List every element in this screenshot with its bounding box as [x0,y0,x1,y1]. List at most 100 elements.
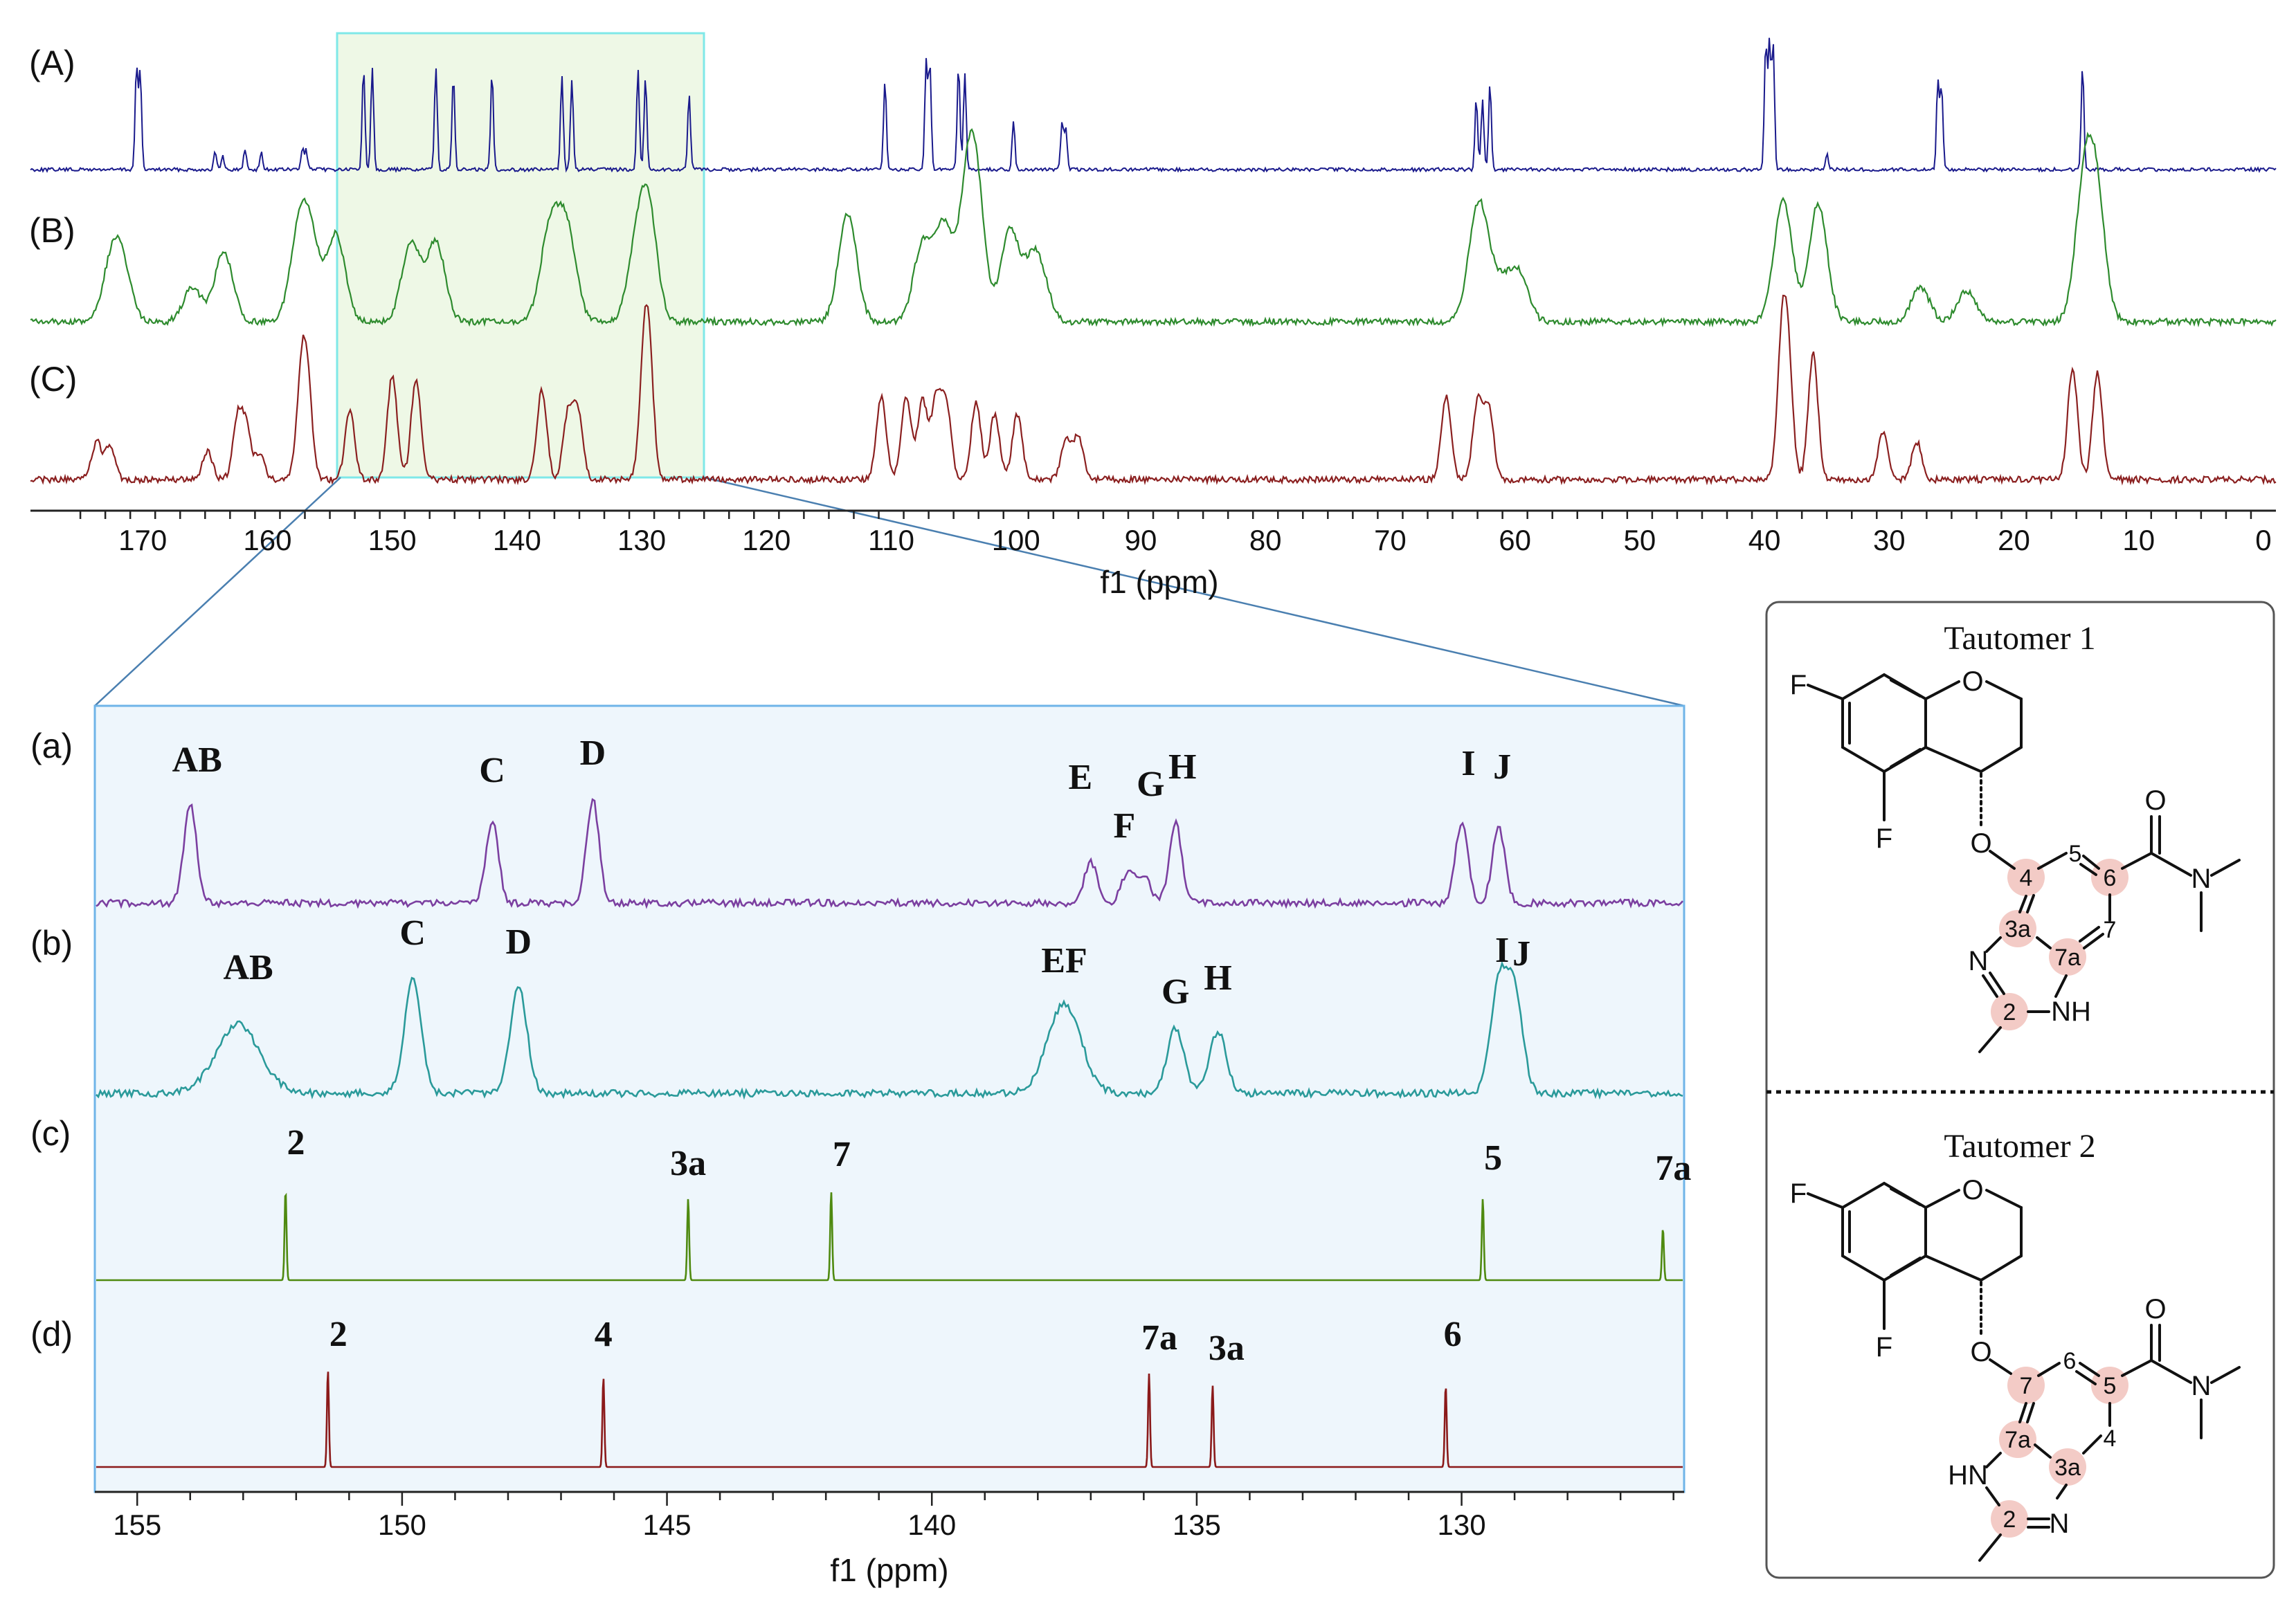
highlight-c7a [2049,938,2086,976]
top-tick-label: 40 [1748,524,1781,556]
tautomer-2-title: Tautomer 2 [1944,1128,2095,1165]
zoom-x-axis: 155 150 145 140 135 130 [95,1491,1684,1541]
peak-label: 2 [329,1315,347,1354]
highlight-c5 [2091,1367,2128,1404]
top-tick-label: 150 [368,524,417,556]
locant-3a: 3a [2054,1455,2081,1481]
locant-7: 7 [2104,917,2117,943]
top-tick-label: 60 [1499,524,1531,556]
top-tick-label: 160 [243,524,291,556]
zoom-panel [93,704,1685,1493]
series-label-d: (d) [30,1315,73,1354]
locant-2: 2 [2003,1506,2016,1533]
top-series-labels: (A) (B) (C) [29,44,77,399]
top-tick-label: 140 [493,524,541,556]
atom-F-top: F [1790,1178,1807,1209]
highlight-c4 [2007,859,2045,896]
series-line-a [96,798,1683,909]
locant-7: 7 [2020,1373,2033,1399]
peak-label: C [479,751,505,790]
atom-O-carbonyl: O [2144,785,2166,816]
peak-label: 7a [1141,1318,1177,1358]
series-label-B: (B) [29,211,75,250]
highlight-c7a [1999,1421,2036,1458]
atom-F-bottom: F [1876,1332,1892,1363]
peak-label: D [580,733,606,773]
series-label-C: (C) [29,360,77,399]
zoom-spectra [96,798,1683,1468]
zoom-series-labels: (a) (b) (c) (d) [30,727,73,1354]
series-label-A: (A) [29,44,75,82]
tautomer-2-structure: Tautomer 2 [1790,1128,2241,1562]
series-line-b [96,960,1683,1100]
locant-4: 4 [2020,865,2033,891]
peak-label: 6 [1444,1315,1462,1354]
zoom-connector-right [703,476,1685,707]
locant-4: 4 [2104,1425,2117,1452]
top-tick-label: 130 [617,524,666,556]
series-line-A [30,37,2277,173]
peak-label: EF [1041,941,1087,981]
peak-label: AB [172,740,222,780]
atom-N-ring: N [2050,1509,2070,1539]
locant-5: 5 [2069,841,2082,867]
top-tick-label: 10 [2122,524,2155,556]
highlight-c7 [2007,1367,2045,1404]
top-tick-label: 30 [1873,524,1906,556]
locant-3a: 3a [2005,916,2031,942]
atom-F-top: F [1790,670,1807,700]
peak-label: AB [224,948,273,987]
highlight-c2 [1991,993,2028,1030]
locant-6: 6 [2104,865,2117,891]
peak-label: E [1068,758,1092,797]
atom-F-bottom: F [1876,823,1892,854]
zoom-tick-label: 135 [1173,1509,1221,1541]
tautomer-1-structure: Tautomer 1 [1790,620,2241,1053]
peak-label: H [1204,958,1231,998]
locant-7a: 7a [2054,945,2081,971]
top-tick-label: 90 [1125,524,1157,556]
top-tick-label: 70 [1374,524,1407,556]
peak-label: 3a [1209,1329,1245,1368]
zoom-region-box [336,32,705,479]
tautomer-1-title: Tautomer 1 [1944,620,2095,657]
top-tick-label: 120 [742,524,790,556]
peak-label: F [1114,806,1136,846]
peak-label: J [1512,934,1530,974]
atom-N-amide: N [2191,864,2212,894]
locant-5: 5 [2104,1373,2117,1399]
series-line-B [30,128,2277,328]
zoom-tick-label: 150 [378,1509,426,1541]
atom-O-ring: O [1962,1175,1983,1205]
series-label-c: (c) [30,1114,71,1153]
zoom-x-axis-label: f1 (ppm) [830,1552,948,1588]
peak-label: 2 [287,1123,305,1163]
peak-label: I [1495,931,1509,970]
peak-label: 5 [1484,1138,1502,1178]
top-x-axis-label: f1 (ppm) [1100,564,1218,600]
locant-7a: 7a [2005,1427,2031,1453]
series-line-d [96,1371,1683,1468]
zoom-tick-label: 130 [1438,1509,1486,1541]
zoom-connector-left [94,477,341,707]
top-tick-label: 100 [992,524,1040,556]
top-tick-label: 80 [1249,524,1282,556]
highlight-c3a [2049,1448,2086,1486]
peak-label: 4 [595,1315,613,1354]
locant-6: 6 [2063,1348,2077,1374]
atom-O-ether: O [1970,1337,1991,1367]
series-line-c [96,1192,1683,1282]
series-label-b: (b) [30,924,73,963]
top-tick-label: 110 [868,524,914,556]
atom-O-carbonyl: O [2144,1294,2166,1324]
tautomer-panel [1765,601,2275,1579]
peak-label: I [1461,744,1475,783]
atom-O-ring: O [1962,666,1983,697]
zoom-tick-label: 145 [643,1509,691,1541]
locant-2: 2 [2003,999,2016,1026]
top-spectra [30,37,2277,486]
atom-N-amide: N [2191,1371,2212,1401]
peak-label: J [1493,747,1511,787]
